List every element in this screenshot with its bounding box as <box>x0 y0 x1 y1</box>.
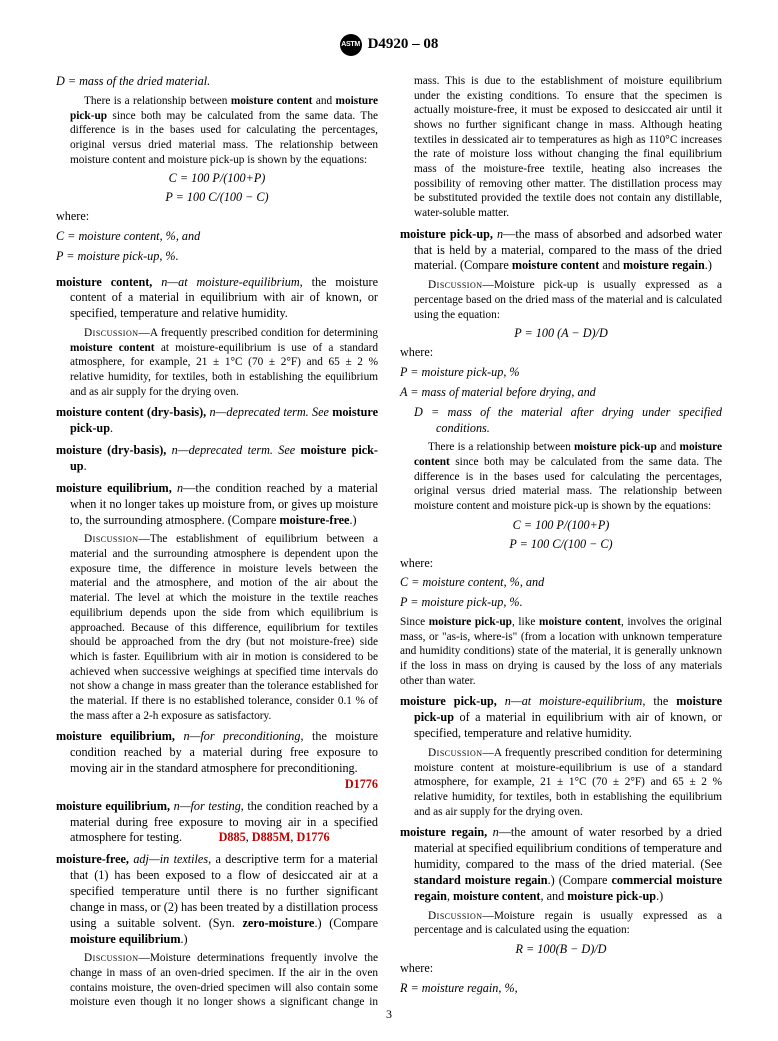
eq-p-ad: P = 100 (A − D)/D <box>400 326 722 342</box>
page-header: ASTM D4920 – 08 <box>56 34 722 56</box>
link-d1776-2[interactable]: D1776 <box>296 830 329 844</box>
entry-mpu: moisture pick-up, n—the mass of absorbed… <box>400 227 722 689</box>
entry-mr: moisture regain, n—the amount of water r… <box>400 825 722 996</box>
page-number: 3 <box>0 1007 778 1023</box>
var-d-def: D = mass of the dried material. <box>56 74 378 90</box>
entry-me-test: moisture equilibrium, n—for testing, the… <box>56 799 378 847</box>
entry-mcdb: moisture content (dry-basis), n—deprecat… <box>56 405 378 437</box>
eq-p-from-c: P = 100 C/(100 − C) <box>56 190 378 206</box>
content-columns: D = mass of the dried material. There is… <box>56 74 722 1010</box>
rel-cp: There is a relationship between moisture… <box>56 94 378 167</box>
designation: D4920 – 08 <box>368 35 439 55</box>
entry-me: moisture equilibrium, n—the condition re… <box>56 481 378 723</box>
astm-logo: ASTM <box>340 34 362 56</box>
eq-r-bd: R = 100(B − D)/D <box>400 942 722 958</box>
where-1: where: <box>56 209 378 225</box>
var-p: P = moisture pick-up, %. <box>56 249 378 265</box>
entry-mdb: moisture (dry-basis), n—deprecated term.… <box>56 443 378 475</box>
entry-mc-atme: moisture content, n—at moisture-equilibr… <box>56 275 378 400</box>
entry-me-pre: moisture equilibrium, n—for precondition… <box>56 729 378 792</box>
eq-c-from-p: C = 100 P/(100+P) <box>56 171 378 187</box>
link-d885m[interactable]: D885M <box>252 830 291 844</box>
entry-mpu-me: moisture pick-up, n—at moisture-equilibr… <box>400 694 722 819</box>
var-c: C = moisture content, %, and <box>56 229 378 245</box>
link-d1776-1[interactable]: D1776 <box>345 777 378 791</box>
link-d885[interactable]: D885 <box>219 830 246 844</box>
